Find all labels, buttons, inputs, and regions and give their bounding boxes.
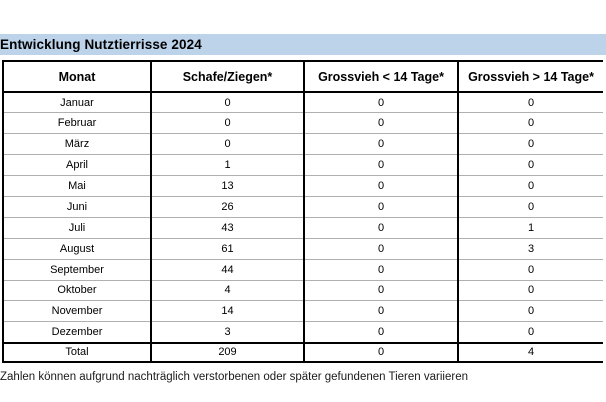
month-cell: Dezember (3, 321, 151, 343)
value-cell: 0 (303, 133, 458, 155)
value-cell: 0 (150, 92, 304, 113)
value-cell: 13 (150, 175, 304, 197)
table-row: Mai 13 0 0 (3, 175, 603, 197)
month-cell: Mai (3, 175, 151, 197)
value-cell: 0 (457, 258, 603, 281)
value-cell: 0 (303, 258, 458, 281)
value-cell: 0 (303, 237, 458, 260)
table-row: Dezember 3 0 0 (3, 321, 603, 343)
month-cell: Januar (60, 96, 94, 109)
table-row: April 1 0 0 (3, 154, 603, 176)
header-schafe-ziegen: Schafe/Ziegen* (150, 61, 304, 93)
total-value-cell: 0 (303, 341, 458, 362)
table-row: Januar 0 0 0 (3, 92, 603, 113)
value-cell: 0 (303, 300, 458, 322)
value-cell: 0 (457, 300, 603, 322)
month-cell: September (3, 258, 151, 281)
value-cell: 0 (303, 279, 458, 301)
month-cell: März (3, 133, 151, 155)
header-row: Monat Schafe/Ziegen* Grossvieh < 14 Tage… (3, 61, 603, 93)
value-cell: 4 (150, 279, 304, 301)
table-row: Juli 43 0 1 (3, 216, 603, 239)
table-header: Monat Schafe/Ziegen* Grossvieh < 14 Tage… (3, 61, 603, 93)
value-cell: 0 (303, 154, 458, 176)
value-cell: 0 (457, 154, 603, 176)
table-footer: Total 209 0 4 (3, 341, 603, 362)
table-row: Oktober 4 0 0 (3, 279, 603, 301)
value-cell: 0 (150, 112, 304, 134)
value-cell: 3 (150, 321, 304, 343)
header-grossvieh-unter-14: Grossvieh < 14 Tage* (303, 61, 458, 93)
value-cell: 0 (457, 92, 603, 113)
table-row: März 0 0 0 (3, 133, 603, 155)
total-value-cell: 4 (457, 341, 603, 362)
footnote-text: Zahlen können aufgrund nachträglich vers… (0, 371, 468, 383)
value-cell: 0 (303, 112, 458, 134)
month-cell: Juli (3, 216, 151, 239)
month-cell: Februar (3, 112, 151, 134)
value-cell: 0 (457, 195, 603, 218)
value-cell: 0 (303, 92, 458, 113)
value-cell: 0 (457, 133, 603, 155)
table-title-bar: Entwicklung Nutztierrisse 2024 (0, 34, 606, 55)
value-cell: 0 (303, 195, 458, 218)
month-cell: November (3, 300, 151, 322)
table-row: November 14 0 0 (3, 300, 603, 322)
total-row: Total 209 0 4 (3, 341, 603, 362)
value-cell: 26 (150, 195, 304, 218)
value-cell: 1 (150, 154, 304, 176)
value-cell: 43 (150, 216, 304, 239)
data-table-container: Monat Schafe/Ziegen* Grossvieh < 14 Tage… (2, 60, 603, 363)
value-cell: 1 (457, 216, 603, 239)
header-monat: Monat (3, 61, 151, 93)
value-cell: 44 (150, 258, 304, 281)
month-cell: Oktober (3, 279, 151, 301)
total-value-cell: 209 (150, 341, 304, 362)
table-body: Januar 0 0 0 Februar 0 0 0 März 0 0 0 April 1 0 0 Mai 13 0… (3, 92, 603, 343)
value-cell: 0 (457, 321, 603, 343)
month-cell: April (3, 154, 151, 176)
nutztierrisse-table: Monat Schafe/Ziegen* Grossvieh < 14 Tage… (2, 60, 603, 363)
value-cell: 0 (303, 175, 458, 197)
table-row: August 61 0 3 (3, 237, 603, 260)
header-grossvieh-ueber-14: Grossvieh > 14 Tage* (457, 61, 603, 93)
value-cell: 0 (303, 216, 458, 239)
value-cell: 0 (457, 112, 603, 134)
month-cell: Juni (3, 195, 151, 218)
total-label-cell: Total (3, 341, 151, 362)
value-cell: 0 (457, 175, 603, 197)
value-cell: 0 (150, 133, 304, 155)
table-row: Februar 0 0 0 (3, 112, 603, 134)
table-row: Juni 26 0 0 (3, 195, 603, 218)
value-cell: 61 (150, 237, 304, 260)
value-cell: 0 (457, 279, 603, 301)
value-cell: 3 (457, 237, 603, 260)
value-cell: 0 (303, 321, 458, 343)
table-title: Entwicklung Nutztierrisse 2024 (0, 37, 202, 52)
month-cell: August (3, 237, 151, 260)
value-cell: 14 (150, 300, 304, 322)
table-row: September 44 0 0 (3, 258, 603, 281)
